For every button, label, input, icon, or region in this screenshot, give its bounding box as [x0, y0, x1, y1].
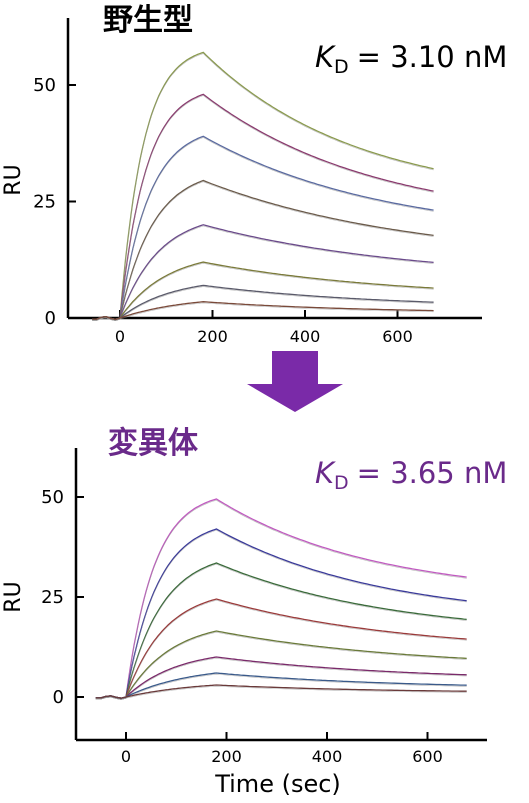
transition-arrow: [247, 351, 343, 412]
series-line: [95, 684, 467, 699]
y-tick-label: 0: [53, 687, 64, 708]
x-tick-label: 600: [382, 327, 413, 346]
y-tick-label: 25: [41, 587, 64, 608]
kd-label-wildtype: KD = 3.10 nM: [315, 40, 507, 78]
series-fit-line: [92, 262, 434, 321]
chart-title-mutant: 変異体: [108, 426, 199, 461]
series-fit-line: [95, 599, 467, 700]
y-axis-label-mutant: RU: [1, 581, 26, 612]
kd-symbol: K: [315, 40, 336, 74]
series-fit-line: [92, 137, 434, 321]
series-line: [95, 598, 467, 699]
kd-label-mutant: KD = 3.65 nM: [315, 456, 507, 494]
series-fit-line: [92, 225, 434, 321]
kd-subscript: D: [334, 56, 349, 78]
series-line: [92, 261, 434, 321]
series-line: [95, 528, 467, 699]
series-fit-line: [95, 657, 467, 700]
y-axis-label-wildtype: RU: [1, 164, 26, 195]
chart-mutant: 変異体 KD = 3.65 nM RU Time (sec) 0 25 50 0 200 4…: [1, 426, 507, 798]
series-fit-line: [92, 95, 434, 321]
chart-title-wildtype: 野生型: [103, 3, 193, 38]
x-tick-label: 200: [211, 747, 242, 766]
x-tick-label: 200: [197, 327, 228, 346]
kd-subscript: D: [334, 472, 349, 494]
series-fit-line: [95, 499, 467, 700]
x-tick-label: 0: [121, 747, 131, 766]
y-tick-label: 50: [33, 75, 56, 96]
x-tick-label: 400: [290, 327, 321, 346]
series-line: [92, 135, 434, 321]
series-line: [92, 93, 434, 321]
series-line: [92, 179, 434, 321]
axes-wildtype: 0 25 50 0 200 400 600: [33, 18, 482, 346]
kd-value: = 3.65 nM: [357, 456, 508, 490]
series-fit-line: [95, 685, 467, 700]
x-axis-label-mutant: Time (sec): [214, 770, 341, 798]
series-line: [95, 672, 467, 699]
series-group-mutant: [95, 498, 467, 700]
series-line: [92, 224, 434, 321]
x-tick-label: 400: [312, 747, 343, 766]
axes-mutant: 0 25 50 0 200 400 600: [41, 448, 487, 766]
series-fit-line: [92, 286, 434, 321]
down-arrow-icon: [247, 351, 343, 412]
series-fit-line: [92, 302, 434, 321]
series-fit-line: [92, 181, 434, 321]
series-fit-line: [95, 563, 467, 700]
y-tick-label: 25: [33, 192, 56, 213]
series-line: [95, 498, 467, 699]
x-tick-label: 0: [115, 327, 125, 346]
x-tick-label: 600: [412, 747, 443, 766]
series-line: [95, 630, 467, 699]
kd-value: = 3.10 nM: [357, 40, 508, 74]
series-line: [92, 301, 434, 321]
kd-symbol: K: [315, 456, 336, 490]
y-tick-label: 0: [45, 308, 56, 329]
series-fit-line: [92, 53, 434, 321]
series-line: [95, 562, 467, 699]
series-group-wildtype: [92, 51, 434, 321]
series-fit-line: [95, 529, 467, 700]
series-fit-line: [95, 631, 467, 700]
y-tick-label: 50: [41, 487, 64, 508]
series-line: [92, 51, 434, 321]
series-fit-line: [95, 673, 467, 700]
series-line: [92, 284, 434, 321]
series-line: [95, 656, 467, 699]
chart-wildtype: 野生型 KD = 3.10 nM RU 0 25 50 0 200 400 600: [1, 3, 507, 346]
